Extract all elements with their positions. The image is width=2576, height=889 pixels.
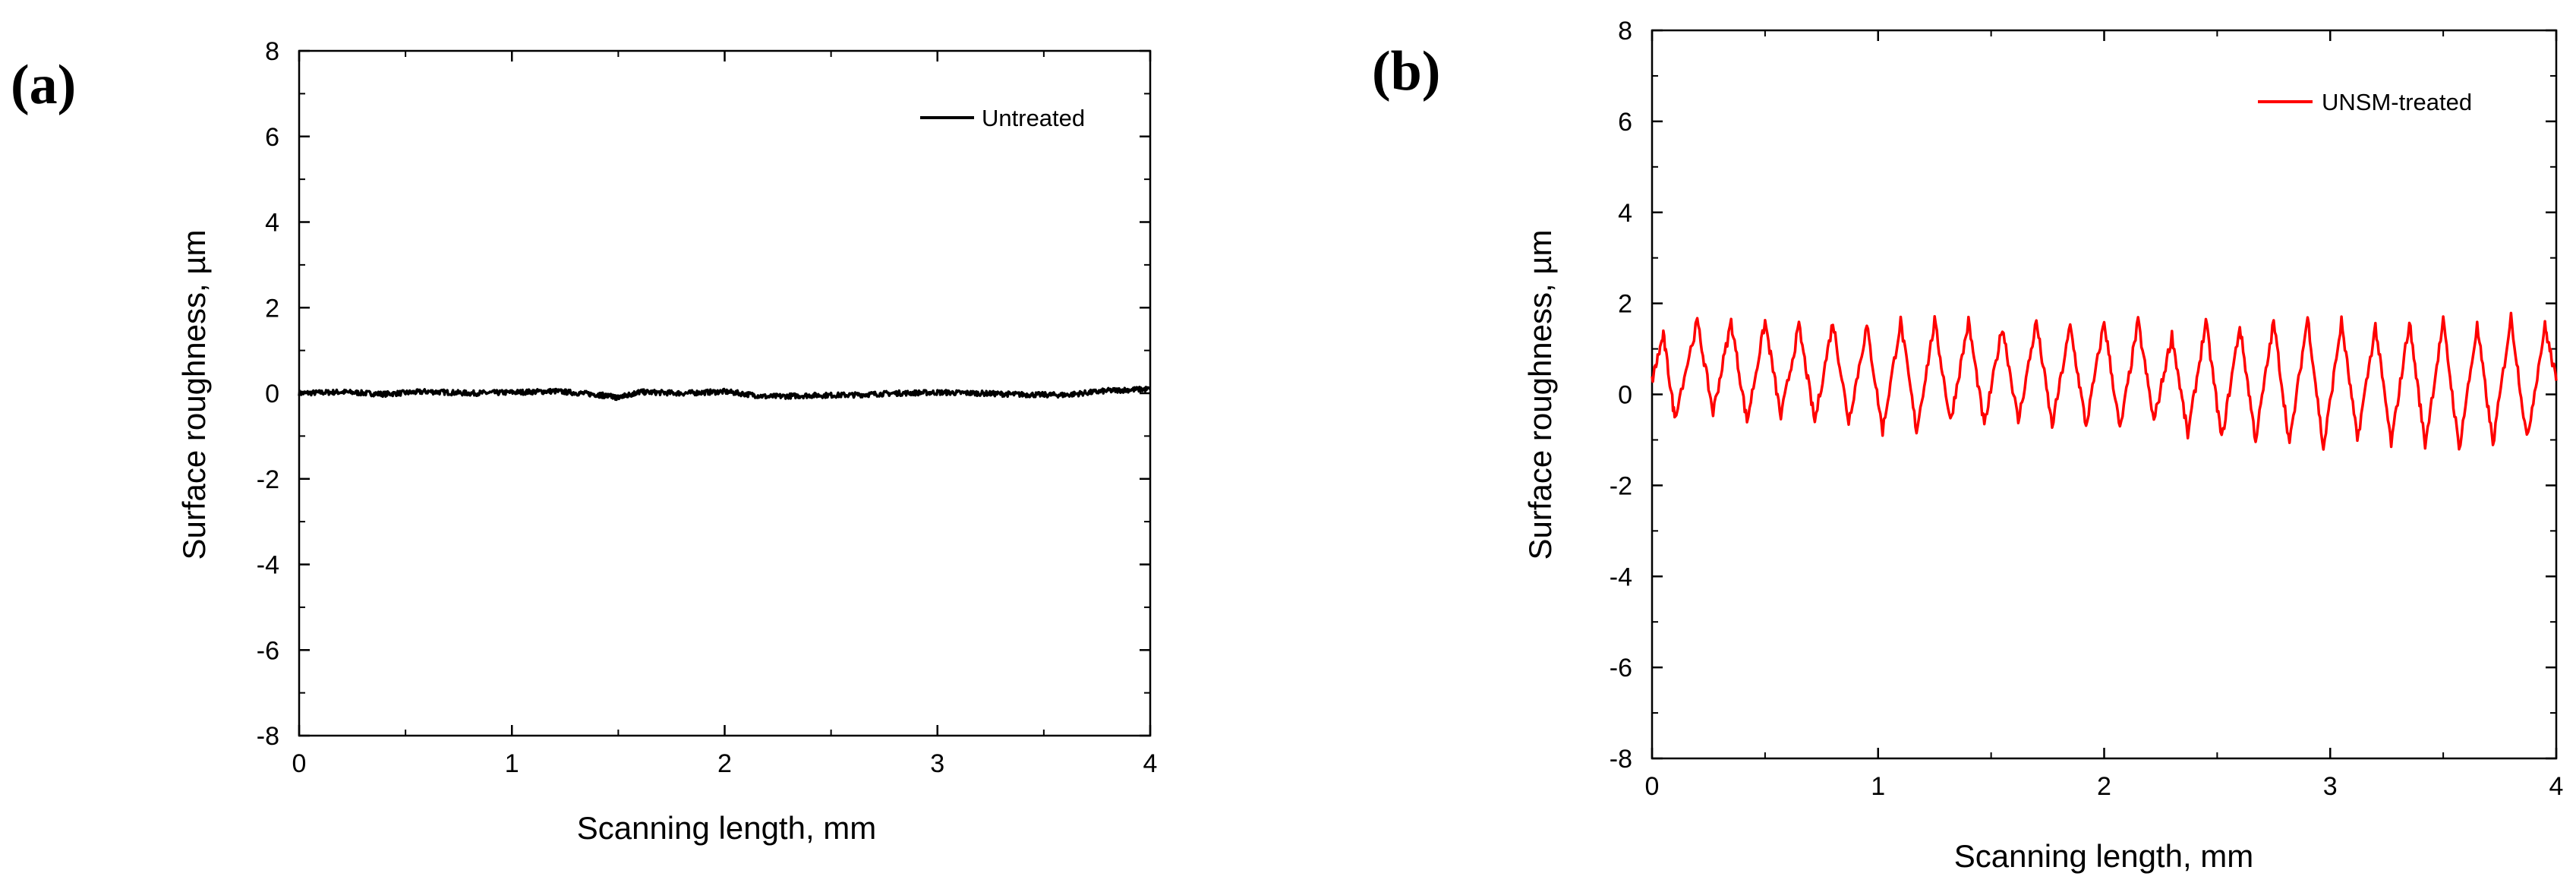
y-tick-label: 4 xyxy=(1618,199,1632,228)
y-tick-label: -4 xyxy=(257,551,279,580)
chart-panel-b: (b) 0 1 2 3 4 -8 -6 -4 -2 0 2 4 6 8 UNSM-treated Sca… xyxy=(1372,17,2563,874)
y-tick-label: -6 xyxy=(1610,654,1632,683)
y-tick-label: 6 xyxy=(265,123,279,152)
x-tick-label: 1 xyxy=(1871,772,1885,801)
x-tick-label: 3 xyxy=(930,749,944,778)
panel-a-legend-label: Untreated xyxy=(982,105,1085,131)
y-tick-label: -8 xyxy=(1610,745,1632,774)
y-tick-label: -6 xyxy=(257,636,279,665)
panel-b-ticks xyxy=(1651,29,2558,760)
series-line xyxy=(1651,311,2558,451)
panel-a-x-axis-title: Scanning length, mm xyxy=(577,810,877,846)
y-tick-label: 4 xyxy=(265,209,279,238)
series-line xyxy=(298,386,1151,402)
panel-b-x-axis-title: Scanning length, mm xyxy=(1954,838,2254,874)
panel-a-x-tick-labels: 0 1 2 3 4 xyxy=(292,749,1158,778)
y-tick-label: 8 xyxy=(265,37,279,66)
panel-b-legend: UNSM-treated xyxy=(2258,89,2472,115)
y-tick-label: 2 xyxy=(265,294,279,323)
panel-b-plot-frame xyxy=(1651,29,2558,760)
panel-b-label: (b) xyxy=(1372,40,1440,102)
x-tick-label: 0 xyxy=(292,749,307,778)
y-tick-label: 0 xyxy=(1618,381,1632,410)
panel-a-y-tick-labels: -8 -6 -4 -2 0 2 4 6 8 xyxy=(257,37,279,751)
panel-a-legend: Untreated xyxy=(920,105,1085,131)
chart-panel-a: (a) 0 1 2 3 4 -8 -6 -4 -2 0 2 4 6 8 Untreated Scanni… xyxy=(11,37,1157,846)
y-tick-label: -4 xyxy=(1610,563,1632,591)
panel-a-series xyxy=(298,386,1151,402)
x-tick-label: 3 xyxy=(2323,772,2338,801)
panel-b-y-tick-labels: -8 -6 -4 -2 0 2 4 6 8 xyxy=(1610,17,1632,774)
y-tick-label: -8 xyxy=(257,722,279,751)
y-tick-label: 0 xyxy=(265,380,279,408)
x-tick-label: 4 xyxy=(1143,749,1158,778)
x-tick-label: 2 xyxy=(717,749,732,778)
panel-b-y-axis-title: Surface roughness, µm xyxy=(1522,229,1558,560)
x-tick-label: 1 xyxy=(505,749,519,778)
panel-a-label: (a) xyxy=(11,54,76,116)
x-tick-label: 4 xyxy=(2549,772,2564,801)
y-tick-label: -2 xyxy=(257,465,279,494)
panel-b-legend-label: UNSM-treated xyxy=(2322,89,2472,115)
panel-b-x-tick-labels: 0 1 2 3 4 xyxy=(1645,772,2564,801)
x-tick-label: 2 xyxy=(2097,772,2111,801)
y-tick-label: 8 xyxy=(1618,17,1632,46)
panel-a-ticks xyxy=(298,49,1152,737)
y-tick-label: -2 xyxy=(1610,471,1632,500)
x-tick-label: 0 xyxy=(1645,772,1660,801)
y-tick-label: 6 xyxy=(1618,108,1632,137)
y-tick-label: 2 xyxy=(1618,290,1632,319)
panel-b-series xyxy=(1651,311,2558,451)
panel-a-y-axis-title: Surface roughness, µm xyxy=(176,229,212,560)
